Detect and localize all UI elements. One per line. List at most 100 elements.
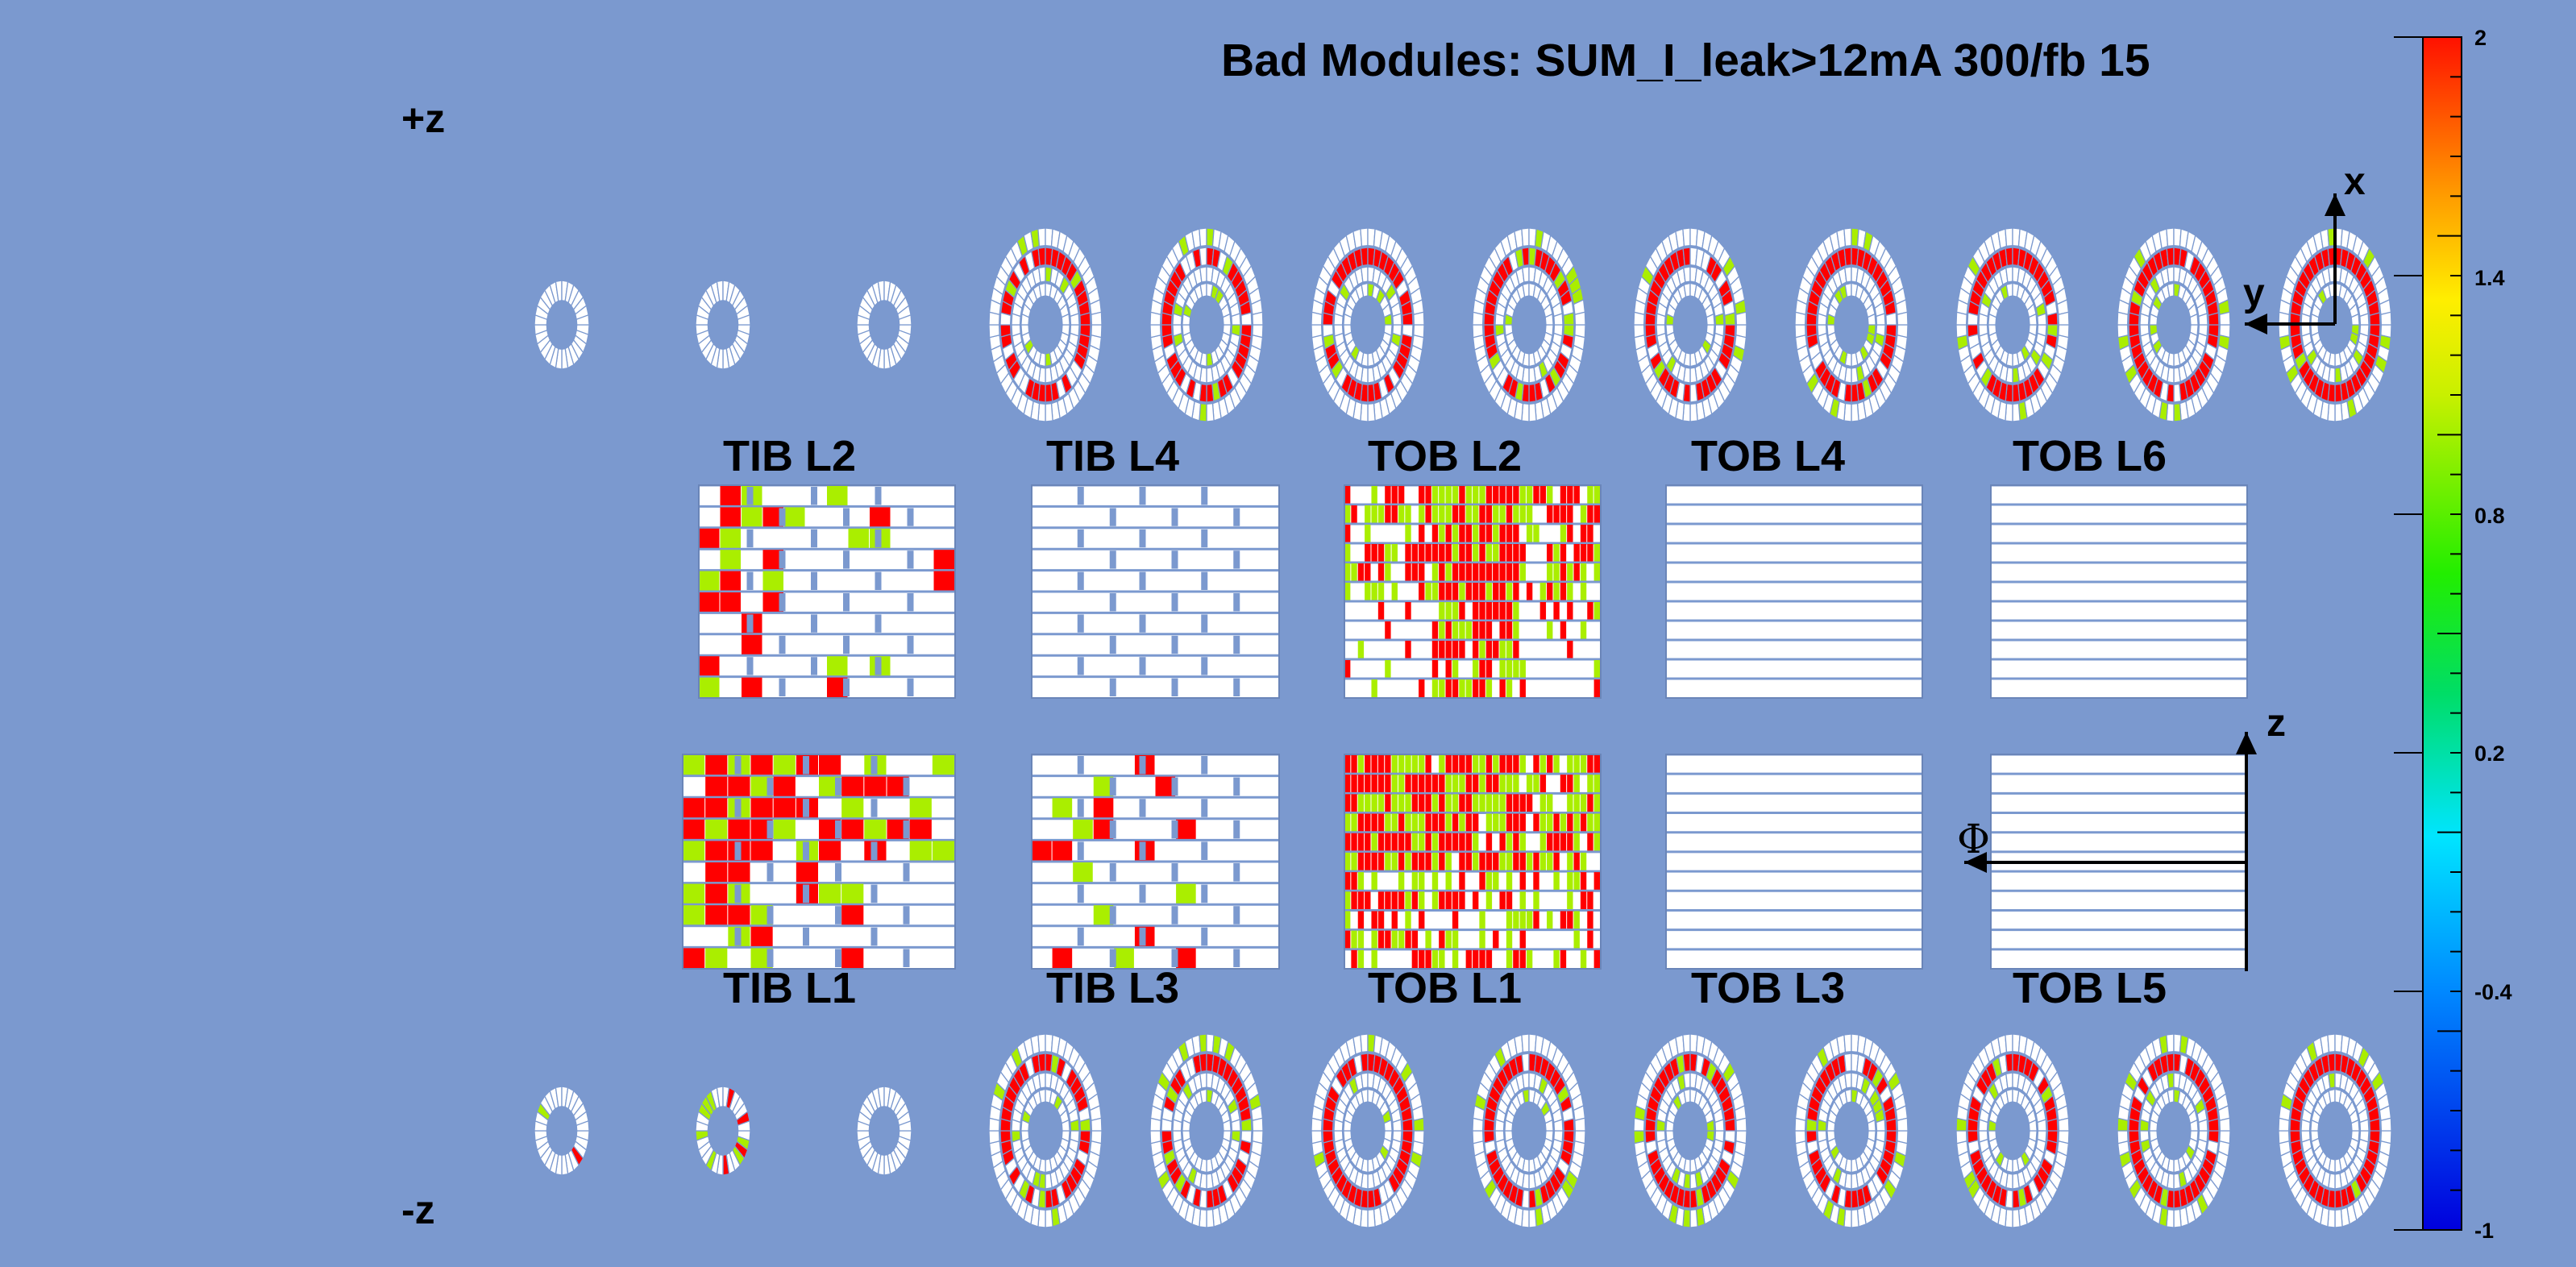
module-partial xyxy=(1452,949,1459,968)
module-gap xyxy=(870,756,878,775)
disk-module xyxy=(1843,1053,1852,1073)
module-partial xyxy=(1573,813,1580,832)
module-bad xyxy=(1425,544,1431,562)
module-bad xyxy=(1385,755,1391,774)
module-gap xyxy=(1171,593,1178,612)
disk-module xyxy=(1252,1117,1264,1132)
module-gap xyxy=(767,949,774,967)
disk-module xyxy=(1805,1130,1818,1144)
disk-module xyxy=(1897,311,1909,326)
module-partial xyxy=(1567,794,1573,812)
disk-module xyxy=(1149,1130,1161,1144)
disk-module xyxy=(2289,1130,2301,1144)
module-partial xyxy=(1459,813,1465,832)
module-bad xyxy=(1411,794,1419,812)
module-bad xyxy=(933,571,954,591)
module-bad xyxy=(1459,563,1465,581)
module-gap xyxy=(1233,820,1240,839)
disk-module xyxy=(2350,1119,2360,1132)
module-bad xyxy=(1479,949,1485,968)
module-gap xyxy=(870,884,878,904)
module-partial xyxy=(1431,891,1439,910)
module-bad xyxy=(1377,930,1385,949)
disk-module xyxy=(1724,1118,1736,1132)
bottom-disk-6 xyxy=(1472,1033,1586,1228)
disk-module xyxy=(1360,1053,1369,1073)
module-gap xyxy=(835,863,841,882)
disk-module xyxy=(1844,1072,1852,1089)
module-bad xyxy=(819,755,841,775)
module-partial xyxy=(1479,641,1485,658)
module-bad xyxy=(841,776,864,797)
module-bad xyxy=(1506,486,1513,504)
module-partial xyxy=(1573,833,1580,851)
module-bad xyxy=(870,507,891,527)
bottom-disk-10 xyxy=(2117,1033,2231,1228)
module-gap xyxy=(875,657,882,675)
module-partial xyxy=(720,528,741,549)
disk-module xyxy=(1199,227,1207,247)
disk-module xyxy=(2208,312,2220,326)
module-partial xyxy=(1344,813,1351,832)
top-panel-4 xyxy=(1990,484,2248,699)
module-bad xyxy=(1479,583,1485,600)
module-bad xyxy=(1506,525,1513,542)
disk-module xyxy=(1037,227,1046,247)
module-partial xyxy=(1580,794,1587,812)
module-partial xyxy=(1513,505,1519,523)
disk-module xyxy=(1521,1053,1530,1073)
module-bad xyxy=(1567,602,1573,620)
module-bad xyxy=(1587,794,1593,812)
module-bad xyxy=(1405,602,1411,620)
module-partial xyxy=(1419,505,1425,523)
module-partial xyxy=(1385,660,1391,678)
module-partial xyxy=(1573,794,1580,812)
label-tib-l2: TIB L2 xyxy=(723,432,857,480)
module-partial xyxy=(1391,813,1398,832)
disk-module xyxy=(2278,324,2290,339)
disk-module xyxy=(988,324,1000,339)
module-bad xyxy=(1377,544,1385,562)
module-partial xyxy=(1479,794,1485,812)
top-panel-1-frame xyxy=(1031,484,1280,699)
module-partial xyxy=(1385,813,1391,832)
module-gap xyxy=(1139,799,1146,817)
module-partial xyxy=(1398,755,1405,774)
disk-module xyxy=(1876,313,1886,326)
disk-module xyxy=(1079,1118,1091,1132)
disk-module xyxy=(2005,227,2013,247)
module-bad xyxy=(1411,891,1419,910)
module-bad xyxy=(1398,891,1405,910)
module-partial xyxy=(1593,813,1600,832)
bottom-panel-3 xyxy=(1665,753,1923,970)
module-partial xyxy=(1573,872,1580,891)
module-partial xyxy=(1493,505,1499,523)
module-bad xyxy=(1459,794,1465,812)
disk-module xyxy=(2328,1072,2336,1089)
module-bad xyxy=(1499,679,1506,697)
module-gap xyxy=(1077,884,1084,904)
disk-module xyxy=(1361,266,1369,283)
disk-module xyxy=(2166,1053,2175,1073)
module-bad xyxy=(1567,775,1573,793)
module-bad xyxy=(1519,852,1526,871)
disk-module xyxy=(2369,312,2381,326)
module-partial xyxy=(1519,891,1526,910)
module-partial xyxy=(1506,872,1513,891)
module-bad xyxy=(1473,621,1479,639)
bottom-panel-3-frame xyxy=(1665,754,1923,970)
module-partial xyxy=(1513,602,1519,620)
module-partial xyxy=(1391,930,1398,949)
module-gap xyxy=(779,593,786,612)
module-bad xyxy=(1391,891,1398,910)
module-bad xyxy=(1419,852,1425,871)
disk-module xyxy=(1521,247,1530,267)
module-gap xyxy=(1233,550,1240,569)
disk-module xyxy=(2334,367,2342,384)
disk-module xyxy=(1683,1072,1691,1089)
module-gap xyxy=(803,799,809,817)
module-bad xyxy=(1473,583,1479,600)
module-partial xyxy=(1405,525,1411,542)
module-gap xyxy=(1109,678,1116,696)
module-bad xyxy=(1485,563,1493,581)
